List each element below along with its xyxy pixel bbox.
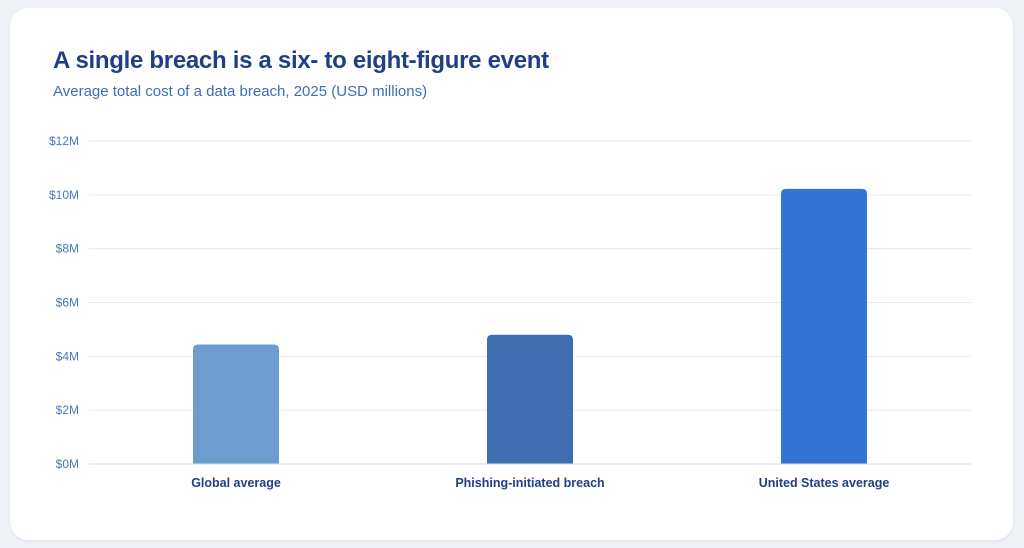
y-tick-label: $12M: [49, 134, 79, 148]
bar-chart: $0M $2M $4M $6M $8M $10M $12M Global average Phi…: [49, 134, 971, 490]
x-category-label: Phishing-initiated breach: [455, 476, 604, 490]
chart-subtitle: Average total cost of a data breach, 202…: [53, 83, 428, 100]
bar: [781, 188, 867, 464]
y-tick-label: $4M: [56, 349, 79, 363]
y-tick-label: $8M: [56, 242, 79, 256]
y-tick-label: $6M: [56, 296, 79, 310]
bar: [487, 334, 573, 464]
y-tick-label: $2M: [56, 403, 79, 417]
chart-card: A single breach is a six- to eight-figur…: [10, 8, 1013, 540]
chart-title: A single breach is a six- to eight-figur…: [53, 47, 549, 74]
y-tick-label: $10M: [49, 188, 79, 202]
y-tick-label: $0M: [56, 457, 79, 471]
x-category-label: United States average: [759, 476, 890, 490]
bar: [193, 344, 279, 464]
x-category-label: Global average: [191, 476, 281, 490]
